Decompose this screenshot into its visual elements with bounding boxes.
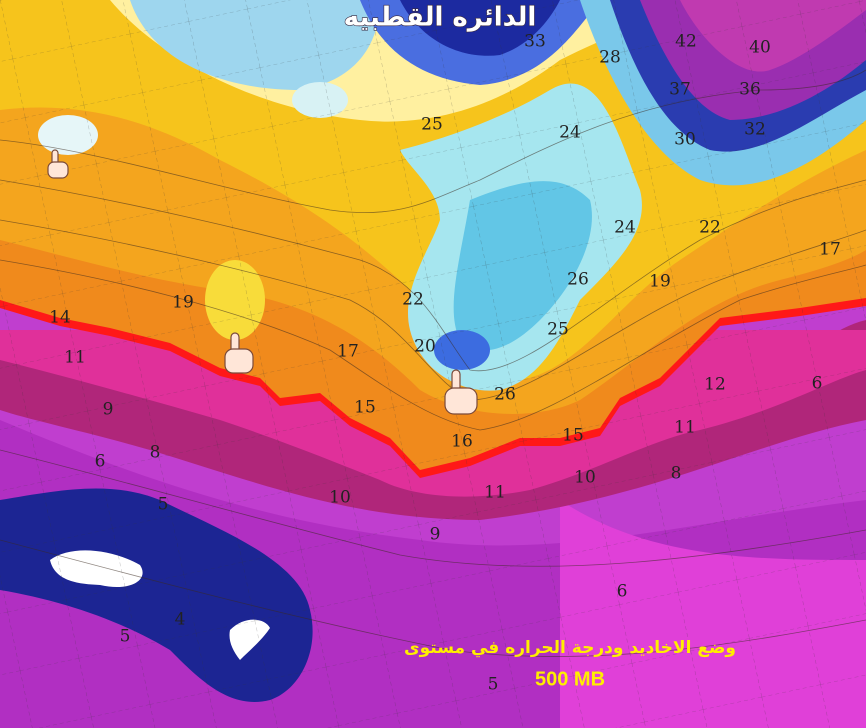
contour-label: 28 <box>599 48 621 68</box>
contour-label: 26 <box>567 270 589 290</box>
contour-label: 6 <box>95 452 106 472</box>
contour-label: 19 <box>649 272 671 292</box>
contour-label: 5 <box>158 495 169 515</box>
contour-label: 12 <box>704 375 726 395</box>
contour-labels: 33 28 42 40 37 36 30 32 24 25 24 22 17 26 19 25 22 19 17 20… <box>49 32 841 695</box>
contour-label: 10 <box>329 488 351 508</box>
contour-label: 14 <box>49 308 71 328</box>
contour-label: 17 <box>819 240 841 260</box>
hand-icons <box>47 149 478 415</box>
contour-label: 10 <box>574 468 596 488</box>
contour-label: 8 <box>671 464 682 484</box>
contour-label: 11 <box>674 418 696 438</box>
contour-label: 11 <box>64 348 86 368</box>
map-title: الدائره القطبيه <box>344 3 537 33</box>
contour-label: 20 <box>414 337 436 357</box>
contour-label: 22 <box>699 218 721 238</box>
contour-label: 6 <box>812 374 823 394</box>
contour-label: 5 <box>488 675 499 695</box>
contour-label: 24 <box>559 123 581 143</box>
contour-label: 42 <box>675 32 697 52</box>
contour-label: 11 <box>484 483 506 503</box>
contour-label: 4 <box>175 610 186 630</box>
contour-label: 36 <box>739 80 761 100</box>
contour-label: 15 <box>562 426 584 446</box>
contour-label: 6 <box>617 582 628 602</box>
contour-label: 9 <box>430 525 441 545</box>
contour-label: 8 <box>150 443 161 463</box>
contour-label: 40 <box>749 38 771 58</box>
contour-label: 15 <box>354 398 376 418</box>
contour-label: 19 <box>172 293 194 313</box>
contour-label: 25 <box>421 115 443 135</box>
contour-label: 37 <box>669 80 691 100</box>
contour-label: 30 <box>674 130 696 150</box>
caption: وضع الاخاديد ودرجة الحراره في مستوى <box>404 638 736 658</box>
contour-label: 24 <box>614 218 636 238</box>
contour-label: 9 <box>103 400 114 420</box>
caption-level: 500 MB <box>535 668 605 690</box>
contour-label: 22 <box>402 290 424 310</box>
contour-label: 5 <box>120 627 131 647</box>
contour-label: 16 <box>451 432 473 452</box>
contour-label: 32 <box>744 120 766 140</box>
contour-label: 25 <box>547 320 569 340</box>
contour-label: 26 <box>494 385 516 405</box>
contour-label: 33 <box>524 32 546 52</box>
contour-label: 17 <box>337 342 359 362</box>
